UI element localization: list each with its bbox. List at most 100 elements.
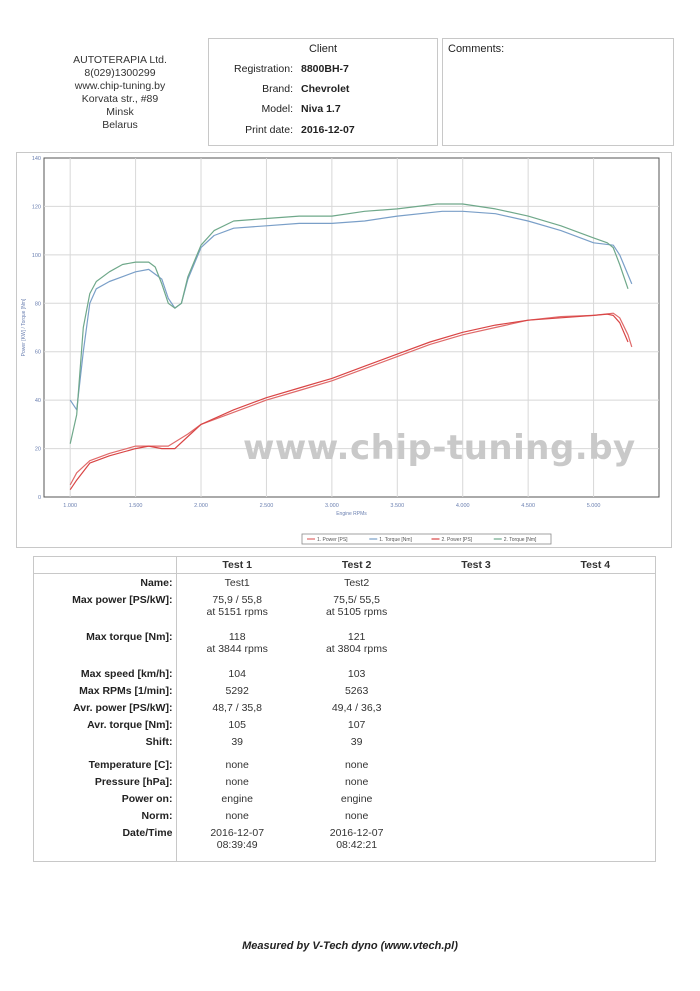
plot-area	[43, 157, 660, 498]
test2-value: 75,5/ 55,5 at 5105 rpms	[297, 591, 416, 628]
row-label: Avr. torque [Nm]:	[34, 716, 178, 733]
row-label: Pressure [hPa]:	[34, 773, 178, 790]
print-date-label: Print date:	[245, 124, 293, 136]
legend-label: 1. Power [PS]	[317, 537, 348, 543]
test1-value: engine	[221, 792, 253, 805]
test1-main: 118	[228, 631, 246, 643]
row-label: Max torque [Nm]:	[34, 628, 178, 665]
y-tick-label: 100	[32, 253, 41, 259]
dyno-chart-frame: 1.000 1.500 2.000 2.500 3.000 3.500 4.000 4.500…	[16, 152, 672, 548]
header-test-3: Test 3	[416, 557, 536, 574]
company-phone: 8(029)1300299	[84, 67, 156, 79]
row-label: Avr. power [PS/kW]:	[34, 699, 178, 716]
row-label: Power on:	[34, 790, 178, 807]
series-line-2	[69, 210, 633, 411]
test2-value: 103	[347, 667, 366, 680]
results-header-row: Test 1 Test 2 Test 3 Test 4	[34, 557, 655, 574]
client-row-model: Model: Niva 1.7	[209, 103, 437, 119]
test2-sub: at 5105 rpms	[325, 606, 388, 618]
header-test-2: Test 2	[296, 557, 417, 574]
company-info: AUTOTERAPIA Ltd. 8(029)1300299 www.chip-…	[40, 54, 200, 132]
y-tick-label: 20	[35, 447, 41, 453]
legend-label: 2. Power [PS]	[442, 537, 473, 543]
x-tick-label: 1.500	[129, 503, 143, 509]
table-row: Max power [PS/kW]: 75,9 / 55,8 at 5151 rp…	[34, 591, 655, 628]
test2-value: Test2	[344, 576, 370, 589]
comments-title: Comments:	[448, 43, 505, 55]
row-label: Date/Time	[34, 824, 178, 861]
x-tick-label: 4.000	[456, 503, 470, 509]
client-box: Client Registration: 8800BH-7 Brand: Che…	[208, 38, 438, 146]
test2-value: 49,4 / 36,3	[331, 701, 382, 714]
model-value: Niva 1.7	[301, 103, 341, 115]
x-tick-label: 1.000	[63, 503, 77, 509]
table-row: Pressure [hPa]: none none	[34, 773, 655, 790]
test1-main: 75,9 / 55,8	[212, 594, 262, 606]
test1-value: none	[225, 775, 249, 788]
table-row: Shift: 39 39	[34, 733, 655, 750]
footer-note: Measured by V-Tech dyno (www.vtech.pl)	[242, 940, 458, 952]
dyno-chart: 1.000 1.500 2.000 2.500 3.000 3.500 4.000 4.500…	[21, 156, 660, 545]
test2-value: 2016-12-07 08:42:21	[297, 824, 416, 861]
comments-box: Comments:	[442, 38, 674, 146]
test1-sub: at 3844 rpms	[206, 643, 268, 655]
test2-value: 121 at 3804 rpms	[297, 628, 416, 665]
test1-value: 48,7 / 35,8	[212, 701, 262, 714]
test2-value: 107	[347, 718, 366, 731]
company-city: Minsk	[106, 106, 134, 118]
test2-value: none	[344, 775, 369, 788]
brand-value: Chevrolet	[301, 83, 350, 95]
test1-value: 39	[231, 735, 244, 748]
model-label: Model:	[261, 103, 293, 115]
registration-value: 8800BH-7	[301, 63, 349, 75]
results-header-empty	[34, 557, 178, 574]
test2-value: 5263	[344, 684, 369, 697]
row-label: Max speed [km/h]:	[34, 665, 178, 682]
test1-value: 118 at 3844 rpms	[177, 628, 297, 665]
row-label: Norm:	[34, 807, 178, 824]
y-tick-label: 120	[32, 204, 41, 210]
x-axis-label: Engine RPMs	[336, 511, 367, 517]
test1-main: 2016-12-07	[210, 827, 265, 839]
company-name: AUTOTERAPIA Ltd.	[73, 54, 167, 66]
test2-main: 2016-12-07	[329, 827, 384, 839]
legend-label: 2. Torque [Nm]	[504, 537, 537, 543]
header-test-1: Test 1	[176, 557, 297, 574]
x-tick-label: 3.000	[325, 503, 339, 509]
x-tick-label: 2.000	[194, 503, 208, 509]
brand-label: Brand:	[262, 83, 293, 95]
x-tick-label: 2.500	[260, 503, 274, 509]
test1-value: 5292	[225, 684, 249, 697]
x-tick-label: 3.500	[390, 503, 404, 509]
series-line-3	[69, 313, 629, 491]
x-tick-label: 5.000	[587, 503, 601, 509]
test1-value: 2016-12-07 08:39:49	[177, 824, 297, 861]
y-tick-label: 0	[38, 495, 41, 501]
test1-value: 75,9 / 55,8 at 5151 rpms	[177, 591, 297, 628]
y-axis-label: Power [KW] / Torque [Nm]	[21, 298, 27, 356]
y-tick-label: 60	[35, 350, 41, 356]
row-label: Max RPMs [1/min]:	[34, 682, 178, 699]
row-label: Name:	[34, 573, 178, 591]
results-table: Test 1 Test 2 Test 3 Test 4 Name: Test1 …	[33, 556, 656, 862]
table-row: Power on: engine engine	[34, 790, 655, 807]
test1-value: 104	[228, 667, 246, 680]
test2-value: 39	[350, 735, 363, 748]
y-tick-label: 40	[35, 398, 41, 404]
company-website: www.chip-tuning.by	[74, 80, 166, 92]
company-country: Belarus	[102, 119, 138, 131]
table-row: Date/Time 2016-12-07 08:39:49 2016-12-07 0…	[34, 824, 655, 861]
test2-main: 121	[347, 631, 366, 643]
table-row: Name: Test1 Test2	[34, 573, 655, 591]
test1-value: Test1	[224, 576, 250, 589]
legend-label: 1. Torque [Nm]	[379, 537, 412, 543]
client-title: Client	[308, 43, 338, 55]
test2-value: none	[344, 758, 369, 771]
table-row: Max speed [km/h]: 104 103	[34, 665, 655, 682]
table-row: Avr. torque [Nm]: 105 107	[34, 716, 655, 733]
test2-sub: at 3804 rpms	[325, 643, 388, 655]
test2-value: engine	[340, 792, 373, 805]
row-label: Temperature [C]:	[34, 756, 178, 773]
row-label: Shift:	[34, 733, 178, 750]
table-row: Norm: none none	[34, 807, 655, 824]
